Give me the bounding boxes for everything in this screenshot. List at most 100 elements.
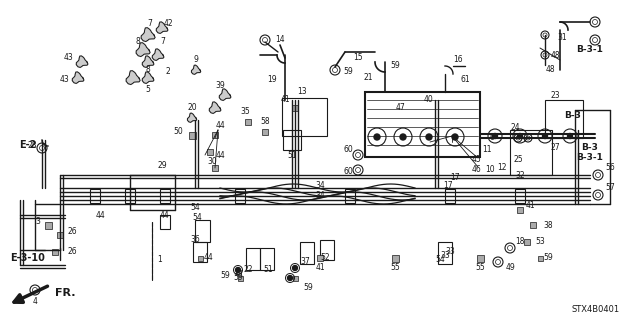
Text: 34: 34 (315, 181, 325, 189)
Text: STX4B0401: STX4B0401 (572, 306, 620, 315)
Text: 41: 41 (280, 95, 290, 105)
Text: 59: 59 (303, 284, 313, 293)
Bar (260, 248, 274, 270)
Text: 38: 38 (543, 220, 553, 229)
Bar (524, 239, 530, 245)
Bar (517, 207, 523, 213)
Text: 33: 33 (445, 248, 455, 256)
Bar (195, 220, 210, 242)
Bar (160, 215, 170, 229)
Text: 19: 19 (267, 76, 277, 85)
Text: 42: 42 (163, 19, 173, 27)
Text: 4: 4 (33, 298, 37, 307)
Bar (510, 130, 552, 175)
Text: E-2: E-2 (19, 140, 36, 150)
Bar (538, 256, 543, 261)
Text: 56: 56 (605, 164, 615, 173)
Text: 40: 40 (423, 95, 433, 105)
Text: 44: 44 (203, 254, 213, 263)
Text: 6: 6 (490, 133, 495, 143)
Text: 46: 46 (471, 166, 481, 174)
Text: 60: 60 (343, 167, 353, 176)
Bar (235, 189, 245, 203)
Text: 41: 41 (525, 201, 535, 210)
Text: 54: 54 (435, 256, 445, 264)
Text: 57: 57 (605, 183, 615, 192)
Bar (292, 105, 298, 111)
Bar (212, 165, 218, 171)
Text: 36: 36 (190, 235, 200, 244)
Text: 58: 58 (260, 117, 270, 127)
Text: 33: 33 (440, 250, 450, 259)
Polygon shape (209, 102, 221, 114)
Text: 50: 50 (173, 128, 183, 137)
Text: 7: 7 (148, 19, 152, 27)
Text: 51: 51 (287, 151, 297, 160)
Text: 45: 45 (471, 155, 481, 165)
Bar (125, 189, 135, 203)
Text: 1: 1 (157, 256, 163, 264)
Text: 15: 15 (353, 54, 363, 63)
Text: 12: 12 (497, 164, 507, 173)
Text: 59: 59 (220, 271, 230, 279)
Text: 27: 27 (550, 144, 560, 152)
Polygon shape (156, 22, 168, 33)
Bar (438, 242, 452, 264)
Text: 54: 54 (192, 213, 202, 222)
Bar (160, 189, 170, 203)
Text: 51: 51 (263, 265, 273, 275)
Bar (236, 270, 241, 275)
Circle shape (236, 268, 241, 272)
Bar (317, 255, 323, 261)
Text: B-3-1: B-3-1 (577, 153, 604, 162)
Text: 16: 16 (453, 56, 463, 64)
Bar (193, 242, 207, 262)
Polygon shape (191, 65, 201, 74)
Bar (515, 189, 525, 203)
Text: 48: 48 (550, 50, 560, 60)
Polygon shape (142, 72, 154, 84)
Text: 59: 59 (343, 68, 353, 77)
Text: 29: 29 (157, 160, 167, 169)
Circle shape (518, 133, 522, 138)
Bar (345, 189, 355, 203)
Bar (283, 130, 301, 150)
Polygon shape (76, 56, 88, 67)
Bar (477, 255, 483, 262)
Text: 11: 11 (483, 145, 492, 154)
Bar (52, 249, 58, 255)
Text: 52: 52 (320, 254, 330, 263)
Text: 26: 26 (67, 248, 77, 256)
Text: 59: 59 (543, 254, 553, 263)
Text: 48: 48 (545, 65, 555, 75)
Polygon shape (220, 89, 231, 100)
Text: 37: 37 (300, 257, 310, 266)
Polygon shape (126, 71, 140, 85)
Circle shape (493, 133, 497, 138)
Text: 22: 22 (243, 265, 253, 275)
Text: 61: 61 (460, 76, 470, 85)
Bar (292, 276, 298, 280)
Bar (262, 129, 268, 135)
Bar (320, 240, 334, 260)
Bar (189, 131, 195, 138)
Text: 10: 10 (485, 166, 495, 174)
Circle shape (426, 134, 432, 140)
Bar (545, 100, 583, 138)
Text: 34: 34 (315, 190, 325, 199)
Polygon shape (141, 28, 155, 41)
Text: 44: 44 (160, 211, 170, 219)
Text: B-3: B-3 (564, 110, 581, 120)
Bar (445, 189, 455, 203)
Bar (282, 98, 327, 136)
Text: 23: 23 (550, 91, 560, 100)
Bar (45, 221, 51, 228)
Circle shape (543, 133, 547, 138)
Bar (237, 276, 243, 280)
Text: 54: 54 (190, 204, 200, 212)
Bar (90, 189, 100, 203)
Text: 9: 9 (193, 56, 198, 64)
Text: 55: 55 (475, 263, 485, 272)
Polygon shape (188, 113, 196, 122)
Bar (207, 149, 213, 155)
